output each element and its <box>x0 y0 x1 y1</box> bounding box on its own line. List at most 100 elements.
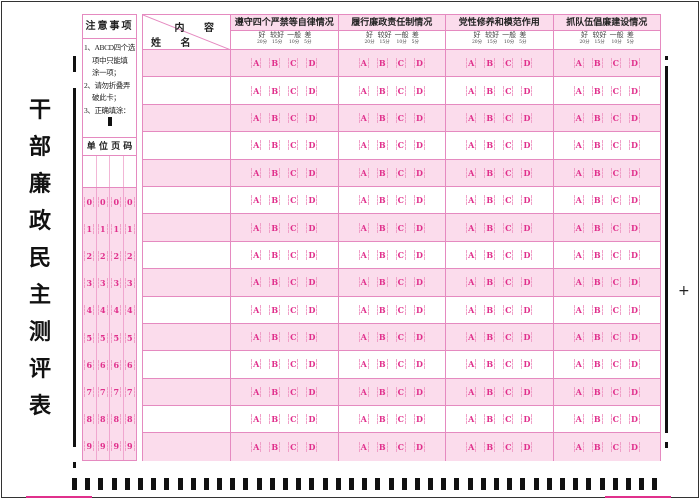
option-bubble[interactable]: C <box>610 332 621 343</box>
option-bubble[interactable]: B <box>591 414 603 425</box>
option-bubble[interactable]: D <box>628 112 640 123</box>
option-bubble[interactable]: A <box>251 277 262 288</box>
option-bubble[interactable]: B <box>591 58 603 69</box>
option-bubble[interactable]: A <box>466 277 477 288</box>
option-bubble[interactable]: D <box>306 332 318 343</box>
digit-bubble[interactable]: 5 <box>83 324 96 351</box>
option-bubble[interactable]: C <box>503 277 514 288</box>
option-bubble[interactable]: D <box>628 222 640 233</box>
option-bubble[interactable]: C <box>288 414 299 425</box>
option-bubble[interactable]: C <box>288 195 299 206</box>
name-cell[interactable] <box>143 351 231 378</box>
option-bubble[interactable]: D <box>306 58 318 69</box>
option-bubble[interactable]: C <box>288 442 299 453</box>
name-cell[interactable] <box>143 241 231 269</box>
option-bubble[interactable]: B <box>591 249 603 260</box>
option-bubble[interactable]: D <box>521 249 533 260</box>
option-bubble[interactable]: A <box>466 249 477 260</box>
digit-bubble[interactable]: 9 <box>83 433 96 460</box>
option-bubble[interactable]: D <box>306 359 318 370</box>
option-bubble[interactable]: C <box>610 222 621 233</box>
option-bubble[interactable]: D <box>521 195 533 206</box>
option-bubble[interactable]: C <box>395 112 406 123</box>
option-bubble[interactable]: D <box>413 249 425 260</box>
option-bubble[interactable]: C <box>288 140 299 151</box>
option-bubble[interactable]: B <box>484 359 496 370</box>
option-bubble[interactable]: D <box>413 222 425 233</box>
option-bubble[interactable]: B <box>484 112 496 123</box>
digit-bubble[interactable]: 0 <box>110 188 123 215</box>
option-bubble[interactable]: D <box>628 167 640 178</box>
digit-bubble[interactable]: 7 <box>110 378 123 405</box>
option-bubble[interactable]: A <box>358 222 369 233</box>
option-bubble[interactable]: C <box>503 195 514 206</box>
option-bubble[interactable]: B <box>484 332 496 343</box>
option-bubble[interactable]: A <box>251 195 262 206</box>
option-bubble[interactable]: A <box>358 442 369 453</box>
option-bubble[interactable]: B <box>591 85 603 96</box>
option-bubble[interactable]: A <box>251 414 262 425</box>
option-bubble[interactable]: D <box>413 195 425 206</box>
digit-bubble[interactable]: 8 <box>124 406 137 433</box>
option-bubble[interactable]: C <box>610 414 621 425</box>
option-bubble[interactable]: D <box>413 414 425 425</box>
option-bubble[interactable]: C <box>395 85 406 96</box>
option-bubble[interactable]: B <box>269 112 281 123</box>
option-bubble[interactable]: B <box>484 249 496 260</box>
option-bubble[interactable]: D <box>628 332 640 343</box>
option-bubble[interactable]: B <box>376 304 388 315</box>
option-bubble[interactable]: D <box>413 140 425 151</box>
name-cell[interactable] <box>143 406 231 433</box>
digit-bubble[interactable]: 5 <box>124 324 137 351</box>
option-bubble[interactable]: B <box>484 386 496 397</box>
option-bubble[interactable]: D <box>306 195 318 206</box>
digit-bubble[interactable]: 2 <box>110 242 123 269</box>
digit-bubble[interactable]: 9 <box>124 433 137 460</box>
option-bubble[interactable]: C <box>503 112 514 123</box>
digit-bubble[interactable]: 7 <box>124 378 137 405</box>
option-bubble[interactable]: A <box>251 304 262 315</box>
option-bubble[interactable]: C <box>610 277 621 288</box>
option-bubble[interactable]: A <box>358 58 369 69</box>
option-bubble[interactable]: D <box>306 277 318 288</box>
option-bubble[interactable]: A <box>466 332 477 343</box>
option-bubble[interactable]: B <box>269 222 281 233</box>
option-bubble[interactable]: B <box>376 140 388 151</box>
option-bubble[interactable]: A <box>573 140 584 151</box>
option-bubble[interactable]: A <box>358 195 369 206</box>
option-bubble[interactable]: C <box>395 304 406 315</box>
option-bubble[interactable]: A <box>358 167 369 178</box>
option-bubble[interactable]: D <box>628 58 640 69</box>
option-bubble[interactable]: C <box>503 58 514 69</box>
option-bubble[interactable]: B <box>269 442 281 453</box>
option-bubble[interactable]: C <box>503 85 514 96</box>
option-bubble[interactable]: D <box>521 222 533 233</box>
option-bubble[interactable]: C <box>610 140 621 151</box>
option-bubble[interactable]: B <box>591 304 603 315</box>
option-bubble[interactable]: C <box>610 304 621 315</box>
option-bubble[interactable]: C <box>395 277 406 288</box>
option-bubble[interactable]: A <box>466 140 477 151</box>
option-bubble[interactable]: B <box>269 332 281 343</box>
option-bubble[interactable]: C <box>288 359 299 370</box>
option-bubble[interactable]: D <box>306 249 318 260</box>
option-bubble[interactable]: A <box>466 195 477 206</box>
option-bubble[interactable]: D <box>521 277 533 288</box>
digit-bubble[interactable]: 7 <box>97 378 110 405</box>
option-bubble[interactable]: B <box>269 85 281 96</box>
option-bubble[interactable]: D <box>306 112 318 123</box>
option-bubble[interactable]: C <box>395 140 406 151</box>
code-write-area[interactable] <box>83 156 136 188</box>
digit-bubble[interactable]: 0 <box>97 188 110 215</box>
option-bubble[interactable]: B <box>376 414 388 425</box>
option-bubble[interactable]: D <box>413 442 425 453</box>
option-bubble[interactable]: B <box>269 140 281 151</box>
option-bubble[interactable]: A <box>251 112 262 123</box>
digit-bubble[interactable]: 6 <box>110 351 123 378</box>
option-bubble[interactable]: C <box>395 58 406 69</box>
option-bubble[interactable]: B <box>484 140 496 151</box>
option-bubble[interactable]: A <box>573 112 584 123</box>
option-bubble[interactable]: A <box>251 359 262 370</box>
name-cell[interactable] <box>143 214 231 241</box>
option-bubble[interactable]: D <box>521 140 533 151</box>
